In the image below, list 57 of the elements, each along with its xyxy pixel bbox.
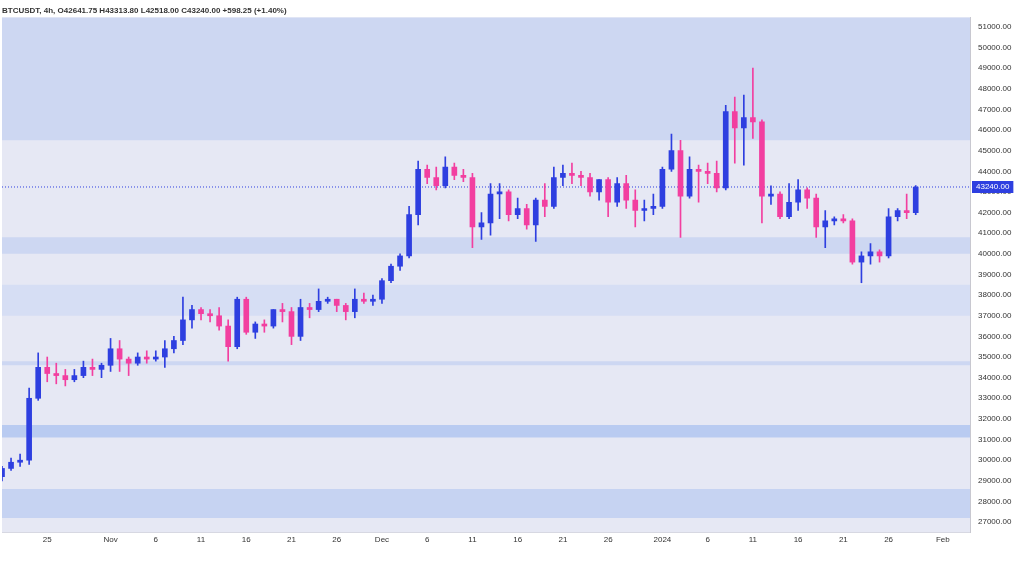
y-tick-label: 31000.00 bbox=[978, 434, 1012, 444]
ref-line-label: 43240.00 bbox=[976, 182, 1010, 192]
y-tick-label: 47000.00 bbox=[978, 104, 1012, 114]
chart-title: BTCUSDT, 4h, O42641.75 H43313.80 L42518.00 C43240.00 +598.25 (+1.40%) bbox=[2, 6, 287, 15]
y-tick-label: 27000.00 bbox=[978, 517, 1012, 527]
x-tick-label: 11 bbox=[748, 535, 758, 545]
candlestick bbox=[741, 94, 747, 166]
y-tick-label: 48000.00 bbox=[978, 83, 1012, 93]
x-tick-label: Dec bbox=[374, 535, 390, 545]
x-tick-label: 2024 bbox=[653, 535, 672, 545]
candlestick bbox=[641, 199, 648, 222]
x-tick-label: 6 bbox=[153, 535, 159, 545]
x-tick-label: 21 bbox=[558, 535, 568, 545]
candlestick bbox=[17, 453, 23, 467]
x-tick-label: 16 bbox=[241, 535, 252, 545]
y-tick-label: 39000.00 bbox=[978, 269, 1012, 279]
y-tick-label: 44000.00 bbox=[978, 166, 1012, 176]
x-tick-label: 25 bbox=[42, 535, 53, 545]
y-tick-label: 32000.00 bbox=[978, 414, 1012, 424]
y-tick-label: 33000.00 bbox=[978, 393, 1012, 403]
y-tick-label: 37000.00 bbox=[978, 310, 1012, 320]
candlestick bbox=[750, 67, 756, 139]
candlestick bbox=[207, 309, 213, 323]
y-tick-label: 29000.00 bbox=[978, 476, 1012, 486]
x-tick-label: 6 bbox=[705, 535, 711, 545]
y-tick-label: 51000.00 bbox=[978, 22, 1012, 32]
candlestick bbox=[578, 170, 584, 187]
x-tick-label: 21 bbox=[287, 535, 297, 545]
y-tick-label: 42000.00 bbox=[978, 207, 1012, 217]
y-tick-label: 35000.00 bbox=[978, 352, 1012, 362]
candlestick bbox=[541, 183, 548, 218]
y-tick-label: 46000.00 bbox=[978, 125, 1012, 135]
y-tick-label: 45000.00 bbox=[978, 145, 1012, 155]
y-tick-label: 28000.00 bbox=[978, 496, 1012, 506]
x-tick-label: 16 bbox=[793, 535, 804, 545]
y-tick-label: 40000.00 bbox=[978, 249, 1012, 259]
x-tick-label: 26 bbox=[603, 535, 614, 545]
x-tick-label: 21 bbox=[838, 535, 849, 545]
y-tick-label: 34000.00 bbox=[978, 372, 1012, 382]
x-tick-label: 11 bbox=[468, 535, 478, 545]
y-tick-label: 50000.00 bbox=[978, 42, 1012, 52]
candlestick bbox=[53, 362, 60, 385]
x-tick-label: 6 bbox=[424, 535, 430, 545]
y-tick-label: 38000.00 bbox=[978, 290, 1012, 300]
x-tick-label: 16 bbox=[513, 535, 523, 545]
x-tick-label: Nov bbox=[103, 535, 118, 545]
x-tick-label: 11 bbox=[196, 535, 206, 545]
candlestick bbox=[822, 210, 829, 248]
y-tick-label: 49000.00 bbox=[978, 63, 1012, 73]
candlestick bbox=[903, 193, 910, 220]
x-tick-label: 26 bbox=[884, 535, 894, 545]
x-tick-label: 26 bbox=[332, 535, 342, 545]
x-tick-label: Feb bbox=[935, 535, 951, 545]
y-tick-label: 30000.00 bbox=[978, 455, 1012, 465]
y-tick-label: 36000.00 bbox=[978, 331, 1012, 341]
candlestick bbox=[569, 162, 575, 185]
y-tick-label: 41000.00 bbox=[978, 228, 1012, 238]
